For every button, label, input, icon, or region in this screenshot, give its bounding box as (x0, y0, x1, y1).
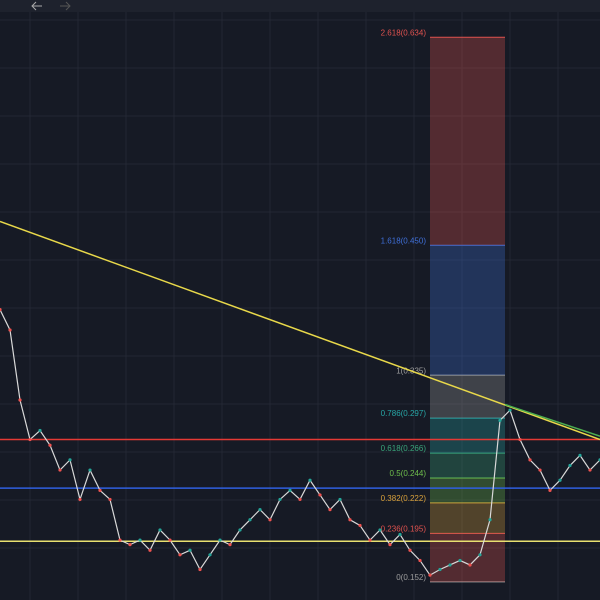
price-point (558, 478, 562, 482)
price-point (328, 508, 332, 512)
price-point (268, 518, 272, 522)
fib-label: 0.5(0.244) (390, 469, 427, 478)
price-point (378, 528, 382, 532)
price-point (188, 548, 192, 552)
fib-label: 2.618(0.634) (381, 28, 427, 37)
price-point (388, 543, 392, 547)
price-point (138, 538, 142, 542)
price-point (48, 443, 52, 447)
price-point (408, 548, 412, 552)
price-point (578, 453, 582, 457)
price-point (128, 543, 132, 547)
price-point (548, 488, 552, 492)
price-point (448, 563, 452, 567)
price-point (98, 488, 102, 492)
price-point (218, 538, 222, 542)
price-point (108, 497, 112, 502)
fib-label: 1.618(0.450) (381, 236, 427, 245)
price-point (508, 408, 512, 412)
price-point (498, 418, 502, 422)
price-point (58, 468, 62, 472)
price-point (478, 553, 482, 557)
fib-zone (430, 502, 505, 534)
price-point (338, 497, 342, 502)
price-point (418, 558, 422, 563)
price-point (258, 508, 262, 512)
price-point (318, 493, 322, 497)
trend-line (0, 220, 600, 441)
price-point (538, 468, 542, 472)
fib-label: 0.382(0.222) (381, 494, 427, 503)
price-point (568, 463, 572, 468)
fib-label: 0.618(0.266) (381, 444, 427, 453)
price-point (148, 548, 152, 552)
price-point (348, 518, 352, 522)
price-point (368, 538, 372, 542)
price-point (298, 497, 302, 502)
trend-line (504, 403, 600, 437)
price-point (468, 563, 472, 567)
price-point (8, 328, 12, 332)
price-point (358, 523, 362, 528)
price-point (118, 538, 122, 542)
price-point (28, 437, 32, 442)
price-point (208, 553, 212, 557)
price-point (88, 468, 92, 472)
price-point (428, 573, 432, 577)
fib-zone (430, 37, 505, 246)
price-point (158, 528, 162, 532)
toolbar (0, 0, 600, 12)
price-point (278, 497, 282, 502)
price-point (178, 553, 182, 557)
price-point (38, 428, 42, 433)
price-point (528, 458, 532, 462)
fib-zone (430, 418, 505, 454)
fib-zone (430, 245, 505, 376)
undo-button[interactable] (31, 1, 42, 11)
fib-label: 0.236(0.195) (381, 524, 427, 533)
price-point (438, 567, 442, 572)
price-point (228, 543, 232, 547)
price-point (78, 497, 82, 502)
price-point (398, 532, 402, 537)
price-point (588, 468, 592, 472)
fib-label: 0(0.152) (396, 573, 426, 582)
price-point (248, 518, 252, 522)
fib-label: 0.786(0.297) (381, 409, 427, 418)
price-point (518, 437, 522, 442)
price-point (488, 518, 492, 522)
price-point (308, 478, 312, 482)
price-point (0, 308, 2, 312)
price-point (458, 558, 462, 563)
price-point (238, 528, 242, 532)
fib-zone (430, 453, 505, 478)
price-point (18, 398, 22, 402)
price-point (68, 458, 72, 462)
price-point (288, 488, 292, 492)
price-point (198, 567, 202, 572)
price-point (168, 538, 172, 542)
redo-button[interactable] (60, 1, 71, 11)
